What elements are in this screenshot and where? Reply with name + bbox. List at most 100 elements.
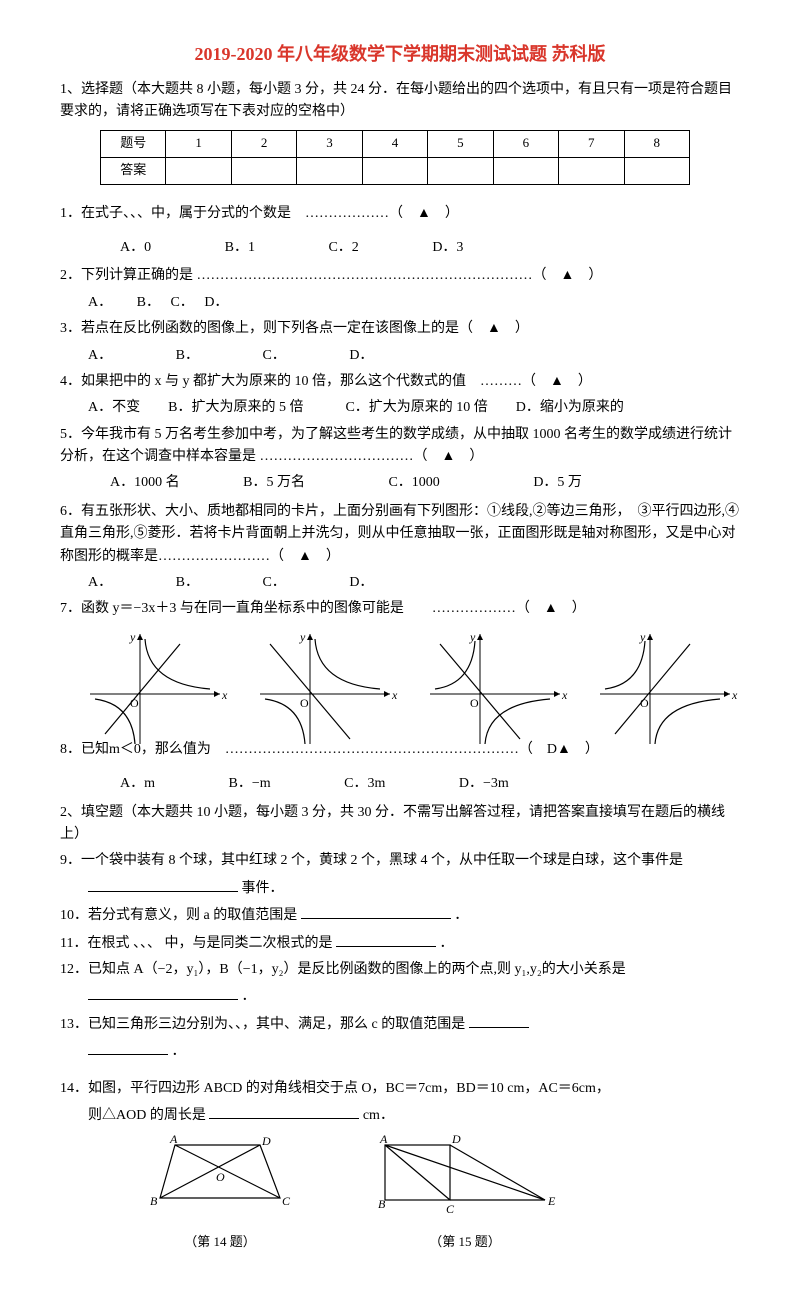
svg-text:O: O — [300, 696, 309, 710]
q12-line2: ． — [60, 985, 740, 1008]
ans-2 — [231, 157, 296, 184]
q8-b: B．−m — [229, 773, 271, 795]
q6-b: B． — [176, 575, 199, 590]
col-2: 2 — [231, 130, 296, 157]
col-6: 6 — [493, 130, 558, 157]
q8-d: D．−3m — [459, 773, 509, 795]
graph-b: x y O — [250, 629, 400, 749]
q8-a: A．m — [120, 773, 155, 795]
q14-line2: 则△AOD 的周长是 cm． — [60, 1104, 740, 1127]
col-5: 5 — [428, 130, 493, 157]
q12-suffix: ． — [242, 989, 256, 1004]
q2-text: 2．下列计算正确的是 ………………………………………………………………（ ▲ ） — [60, 265, 740, 287]
q3-text: 3．若点在反比例函数的图像上，则下列各点一定在该图像上的是（ ▲ ） — [60, 318, 740, 340]
q13: 13．已知三角形三边分别为、、，其中、满足，那么 c 的取值范围是 — [60, 1013, 740, 1036]
label-D2: D — [451, 1133, 461, 1146]
ans-7 — [559, 157, 624, 184]
q4-text: 4．如果把中的 x 与 y 都扩大为原来的 10 倍，那么这个代数式的值 ………… — [60, 371, 740, 393]
q14-blank — [209, 1104, 359, 1119]
ans-8 — [624, 157, 690, 184]
q13-blank — [469, 1013, 529, 1028]
q6-text: 6．有五张形状、大小、质地都相同的卡片，上面分别画有下列图形：①线段,②等边三角… — [60, 501, 740, 568]
q8-stem: 8．已知m＜0，那么值为 ………………………………………………………（ D▲ ） — [60, 742, 599, 757]
q13-text: 13．已知三角形三边分别为、、，其中、满足，那么 c 的取值范围是 — [60, 1017, 465, 1032]
q12-blank — [88, 985, 238, 1000]
svg-text:x: x — [561, 688, 568, 702]
col-7: 7 — [559, 130, 624, 157]
col-3: 3 — [297, 130, 362, 157]
ans-5 — [428, 157, 493, 184]
q11-suffix: ． — [439, 936, 453, 951]
q9: 9．一个袋中装有 8 个球，其中红球 2 个，黄球 2 个，黑球 4 个，从中任… — [60, 850, 740, 872]
q14-figs: A D B C O （第 14 题） A D B C E （第 15 题） — [140, 1133, 740, 1252]
q2-d: D． — [204, 295, 228, 310]
label-E: E — [547, 1194, 556, 1208]
fig15-caption: （第 15 题） — [370, 1232, 560, 1253]
q1-text: 1．在式子、、、中，属于分式的个数是 ………………（ ▲ ） — [60, 203, 740, 225]
q6-opts: A． B． C． D． — [60, 572, 740, 594]
svg-text:x: x — [731, 688, 738, 702]
q14-text: 14．如图，平行四边形 ABCD 的对角线相交于点 O，BC＝7cm，BD＝10… — [60, 1081, 610, 1096]
label-D: D — [261, 1134, 271, 1148]
q3-opts: A． B． C． D． — [60, 345, 740, 367]
label-C: C — [282, 1194, 291, 1208]
q7-text: 7．函数 y＝−3x＋3 与在同一直角坐标系中的图像可能是 ………………（ ▲ … — [60, 598, 740, 620]
q13-blank2 — [88, 1040, 168, 1055]
q10: 10．若分式有意义，则 a 的取值范围是 ． — [60, 904, 740, 927]
q5-opts: A．1000 名 B．5 万名 C．1000 D．5 万 — [60, 472, 740, 494]
q5-d: D．5 万 — [533, 472, 582, 494]
q2-a: A． — [88, 295, 105, 310]
q3-c: C． — [262, 348, 285, 363]
q6-d: D． — [349, 575, 373, 590]
ans-3 — [297, 157, 362, 184]
q14-suffix: cm． — [363, 1108, 394, 1123]
q1-c: C．2 — [328, 237, 358, 259]
q8-c: C．3m — [344, 773, 385, 795]
graph-a: xyO — [80, 629, 230, 749]
col-1: 1 — [166, 130, 231, 157]
q9-blank — [88, 877, 238, 892]
label-B2: B — [378, 1197, 386, 1211]
q3-b: B． — [176, 348, 199, 363]
q10-suffix: ． — [454, 908, 468, 923]
label-A: A — [169, 1133, 178, 1146]
q1-d: D．3 — [432, 237, 463, 259]
q12-text: 12．已知点 A（−2，y₁），B（−1，y₂）是反比例函数的图像上的两个点,则… — [60, 962, 626, 977]
svg-text:y: y — [129, 630, 136, 644]
label-O: O — [216, 1170, 225, 1184]
q2-b: B． — [137, 295, 153, 310]
q4-opts: A．不变 B．扩大为原来的 5 倍 C．扩大为原来的 10 倍 D．缩小为原来的 — [60, 397, 740, 419]
q11-text: 11．在根式 、、、 中，与是同类二次根式的是 — [60, 936, 332, 951]
svg-text:y: y — [299, 630, 306, 644]
q12: 12．已知点 A（−2，y₁），B（−1，y₂）是反比例函数的图像上的两个点,则… — [60, 959, 740, 981]
answer-table: 题号 1 2 3 4 5 6 7 8 答案 — [100, 130, 690, 185]
q10-blank — [301, 904, 451, 919]
q1-a: A．0 — [120, 237, 151, 259]
ans-6 — [493, 157, 558, 184]
q2-c: C． — [170, 295, 186, 310]
q8-opts: A．m B．−m C．3m D．−3m — [60, 773, 740, 795]
q11: 11．在根式 、、、 中，与是同类二次根式的是 ． — [60, 932, 740, 955]
section1-header: 1、选择题（本大题共 8 小题，每小题 3 分，共 24 分．在每小题给出的四个… — [60, 79, 740, 124]
fig-15: A D B C E （第 15 题） — [370, 1133, 560, 1252]
ans-4 — [362, 157, 427, 184]
q14-text2: 则△AOD 的周长是 — [88, 1108, 206, 1123]
q5-b: B．5 万名 — [243, 472, 305, 494]
q2-opts: A． B． C． D． — [60, 292, 740, 314]
col-8: 8 — [624, 130, 690, 157]
graph-c: xyO — [420, 629, 570, 749]
label-B: B — [150, 1194, 158, 1208]
q9-line2: 事件． — [60, 877, 740, 900]
q5-text: 5．今年我市有 5 万名考生参加中考，为了解这些考生的数学成绩，从中抽取 100… — [60, 424, 740, 469]
svg-text:x: x — [391, 688, 398, 702]
section2-header: 2、填空题（本大题共 10 小题，每小题 3 分，共 30 分．不需写出解答过程… — [60, 802, 740, 847]
q10-text: 10．若分式有意义，则 a 的取值范围是 — [60, 908, 297, 923]
page-title: 2019-2020 年八年级数学下学期期末测试试题 苏科版 — [60, 40, 740, 69]
col-4: 4 — [362, 130, 427, 157]
label-A2: A — [379, 1133, 388, 1146]
label-C2: C — [446, 1202, 455, 1216]
q5-a: A．1000 名 — [110, 472, 180, 494]
q14: 14．如图，平行四边形 ABCD 的对角线相交于点 O，BC＝7cm，BD＝10… — [60, 1078, 740, 1100]
svg-text:x: x — [221, 688, 228, 702]
row-label-ans: 答案 — [101, 157, 166, 184]
